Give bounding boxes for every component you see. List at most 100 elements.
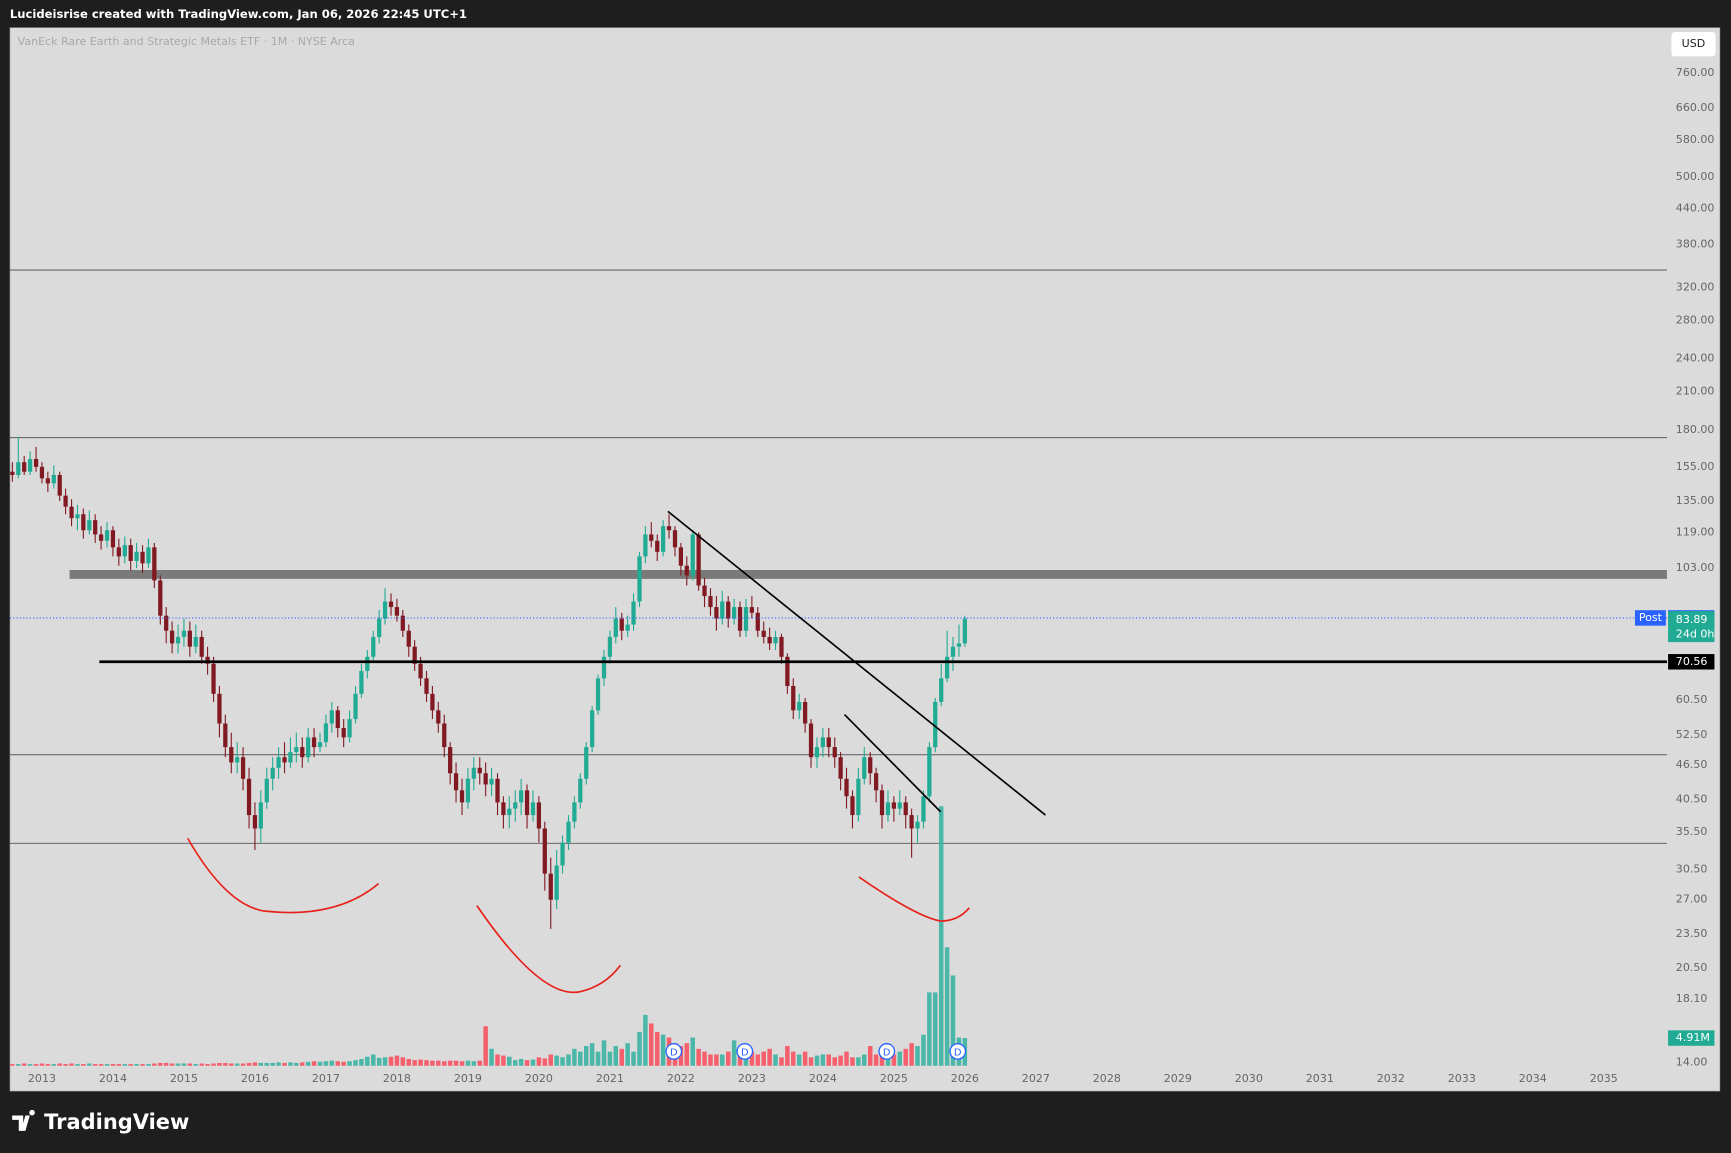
candle-body bbox=[98, 534, 104, 541]
volume-bar bbox=[459, 1061, 465, 1066]
volume-bar bbox=[371, 1054, 376, 1066]
candle-body bbox=[909, 815, 914, 829]
candle-body bbox=[684, 565, 689, 576]
candle-body bbox=[240, 757, 246, 779]
candle-body bbox=[311, 737, 317, 748]
volume-bar bbox=[98, 1064, 104, 1066]
candle-body bbox=[329, 710, 334, 724]
volume-bar bbox=[175, 1063, 181, 1066]
volume-bar bbox=[513, 1060, 518, 1066]
volume-bar bbox=[418, 1059, 423, 1066]
header-text: Lucideisrise created with TradingView.co… bbox=[10, 7, 467, 21]
volume-bar bbox=[16, 1064, 21, 1066]
candle-body bbox=[152, 547, 157, 581]
candle-body bbox=[584, 747, 589, 779]
candle-body bbox=[962, 618, 967, 644]
candle-body bbox=[672, 530, 678, 548]
candle-body bbox=[856, 778, 861, 816]
candle-body bbox=[542, 828, 547, 874]
candle-body bbox=[891, 802, 896, 809]
y-tick-label: 240.00 bbox=[1676, 352, 1715, 365]
volume-bar bbox=[921, 1034, 926, 1066]
candle-body bbox=[873, 773, 879, 791]
volume-bar bbox=[376, 1057, 382, 1066]
volume-bar bbox=[584, 1046, 589, 1066]
candle-body bbox=[134, 551, 139, 561]
volume-bar bbox=[589, 1043, 595, 1066]
volume-bar bbox=[134, 1064, 139, 1066]
candle-body bbox=[300, 747, 305, 758]
volume-bar bbox=[690, 1037, 695, 1066]
volume-bar bbox=[891, 1054, 897, 1066]
volume-bar bbox=[518, 1058, 524, 1066]
x-tick-label: 2016 bbox=[241, 1072, 269, 1085]
volume-bar bbox=[453, 1060, 459, 1066]
candle-body bbox=[714, 607, 719, 619]
candle-body bbox=[377, 618, 382, 637]
brand: TradingView bbox=[44, 1110, 189, 1134]
candle-body bbox=[560, 842, 565, 866]
candle-body bbox=[802, 701, 808, 724]
x-tick-label: 2030 bbox=[1235, 1072, 1263, 1085]
volume-bar bbox=[447, 1060, 453, 1066]
candle-body bbox=[442, 723, 447, 748]
y-tick-label: 27.00 bbox=[1676, 893, 1708, 906]
candle-body bbox=[164, 615, 169, 631]
candle-body bbox=[335, 710, 340, 729]
candle-body bbox=[229, 747, 234, 763]
footer-logo: TradingView bbox=[12, 1109, 189, 1134]
candle-body bbox=[465, 778, 471, 803]
candle-body bbox=[897, 802, 902, 809]
y-tick-label: 35.50 bbox=[1676, 825, 1708, 838]
tag-note: 24d 0h bbox=[1676, 627, 1715, 640]
trend-line bbox=[843, 713, 942, 813]
tag-name-box bbox=[1634, 610, 1666, 626]
candle-body bbox=[116, 547, 121, 557]
candle-body bbox=[643, 534, 648, 557]
volume-bar bbox=[631, 1051, 636, 1066]
volume-bar bbox=[619, 1048, 624, 1066]
volume-bar bbox=[382, 1057, 388, 1066]
candle-body bbox=[501, 802, 506, 816]
candle-body bbox=[808, 723, 814, 758]
x-tick-label: 2024 bbox=[809, 1072, 837, 1085]
y-tick-label: 210.00 bbox=[1676, 385, 1715, 398]
candle-body bbox=[246, 778, 252, 816]
volume-bar bbox=[116, 1064, 122, 1066]
price-tag: 70.56 bbox=[1676, 655, 1708, 668]
candle-body bbox=[400, 615, 405, 631]
chart-area bbox=[9, 27, 1721, 1092]
volume-bar bbox=[347, 1061, 352, 1066]
volume-bar bbox=[808, 1057, 814, 1066]
currency-box[interactable] bbox=[1671, 32, 1716, 57]
candle-body bbox=[548, 873, 553, 900]
x-tick-label: 2023 bbox=[738, 1072, 766, 1085]
candle-body bbox=[448, 747, 453, 774]
candle-body bbox=[743, 607, 749, 631]
volume-bar bbox=[353, 1060, 358, 1066]
volume-bar bbox=[211, 1063, 216, 1066]
volume-bar bbox=[856, 1057, 861, 1066]
volume-bar bbox=[246, 1062, 252, 1066]
candle-body bbox=[122, 545, 127, 557]
candle-body bbox=[81, 514, 86, 531]
volume-bar bbox=[122, 1064, 128, 1066]
volume-bar bbox=[400, 1057, 406, 1066]
candle-body bbox=[844, 778, 849, 797]
candle-body bbox=[39, 466, 45, 479]
volume-bar bbox=[477, 1060, 483, 1066]
candle-body bbox=[950, 646, 956, 657]
candle-body bbox=[75, 514, 80, 519]
candle-body bbox=[359, 670, 364, 694]
volume-bar bbox=[311, 1061, 317, 1066]
y-tick-label: 760.00 bbox=[1676, 66, 1715, 79]
chart-title: VanEck Rare Earth and Strategic Metals E… bbox=[18, 35, 355, 48]
candle-body bbox=[519, 790, 524, 803]
y-tick-label: 46.50 bbox=[1676, 758, 1708, 771]
y-tick-label: 135.00 bbox=[1676, 494, 1715, 507]
volume-bar bbox=[69, 1063, 74, 1066]
volume-bar bbox=[501, 1055, 506, 1066]
volume-bar bbox=[779, 1057, 784, 1066]
volume-bar bbox=[660, 1034, 666, 1066]
candle-body bbox=[956, 643, 962, 647]
